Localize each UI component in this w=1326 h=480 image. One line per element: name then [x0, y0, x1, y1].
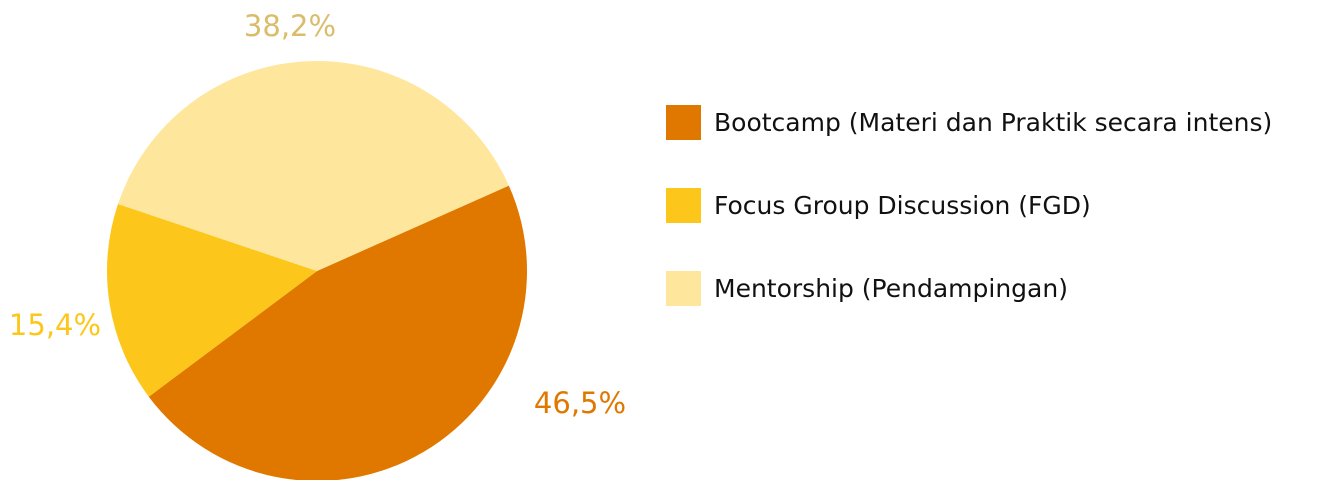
pie-slice — [148, 185, 527, 480]
legend-swatch — [666, 105, 701, 140]
value-label: 38,2% — [244, 9, 336, 43]
legend-swatch — [666, 271, 701, 306]
value-label: 46,5% — [534, 386, 626, 420]
legend-label: Mentorship (Pendampingan) — [714, 274, 1068, 303]
pie-slice — [107, 203, 318, 397]
legend-label: Focus Group Discussion (FGD) — [714, 191, 1091, 220]
legend-swatch — [666, 188, 701, 223]
pie-slice — [117, 61, 509, 272]
value-label: 15,4% — [9, 308, 101, 342]
legend-label: Bootcamp (Materi dan Praktik secara inte… — [714, 108, 1272, 137]
